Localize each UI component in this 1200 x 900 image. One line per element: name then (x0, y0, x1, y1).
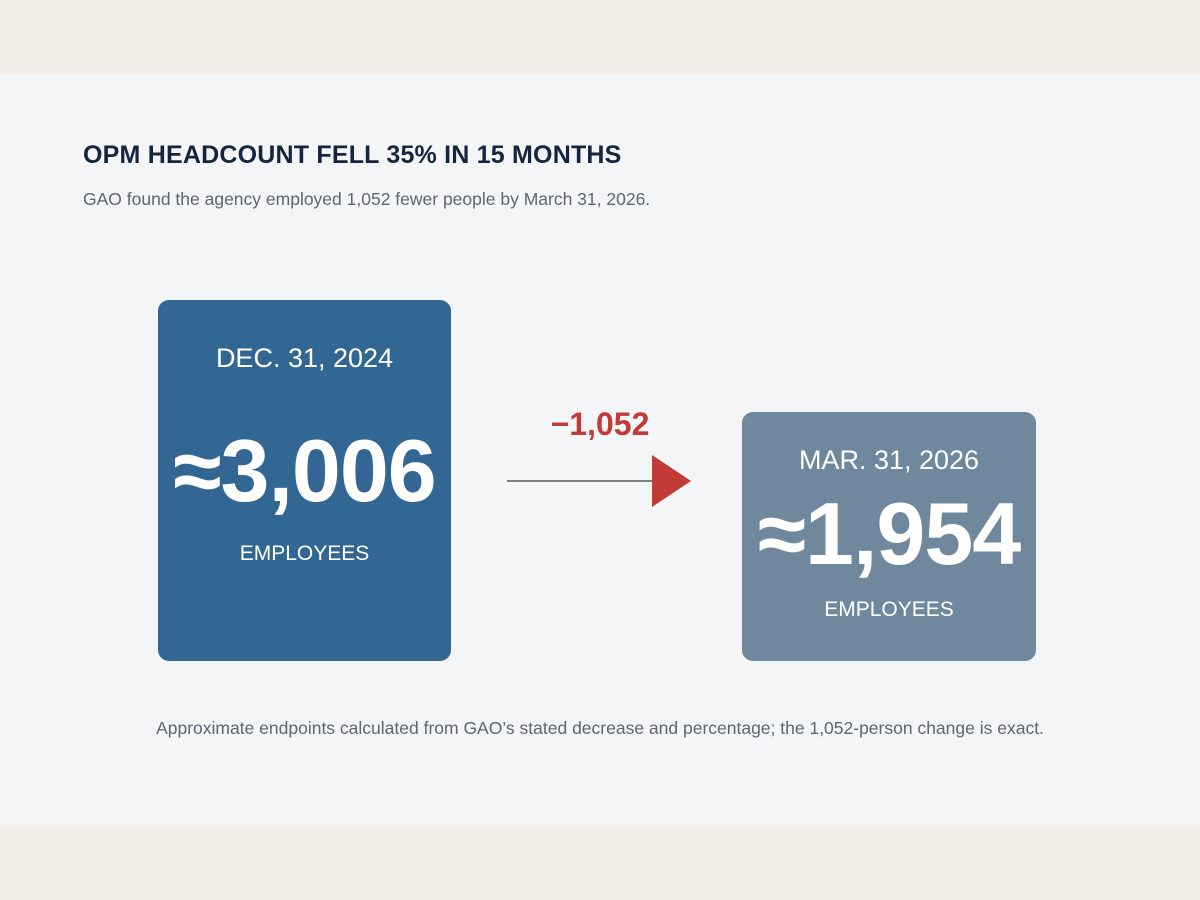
page-subtitle: GAO found the agency employed 1,052 fewe… (83, 189, 651, 209)
arrow-head (652, 455, 691, 507)
before-value: ≈3,006 (173, 421, 437, 520)
after-date: MAR. 31, 2026 (798, 445, 980, 475)
decrease-arrow-icon (507, 455, 691, 507)
change-label: −1,052 (550, 406, 650, 442)
after-card: MAR. 31, 2026 ≈1,954 EMPLOYEES (742, 412, 1036, 661)
before-unit: EMPLOYEES (239, 542, 370, 565)
before-date: DEC. 31, 2024 (215, 343, 394, 373)
footnote: Approximate endpoints calculated from GA… (156, 718, 1044, 738)
page-title: OPM HEADCOUNT FELL 35% IN 15 MONTHS (83, 141, 622, 169)
after-unit: EMPLOYEES (824, 598, 954, 621)
before-card: DEC. 31, 2024 ≈3,006 EMPLOYEES (158, 300, 451, 661)
after-value: ≈1,954 (757, 484, 1022, 583)
